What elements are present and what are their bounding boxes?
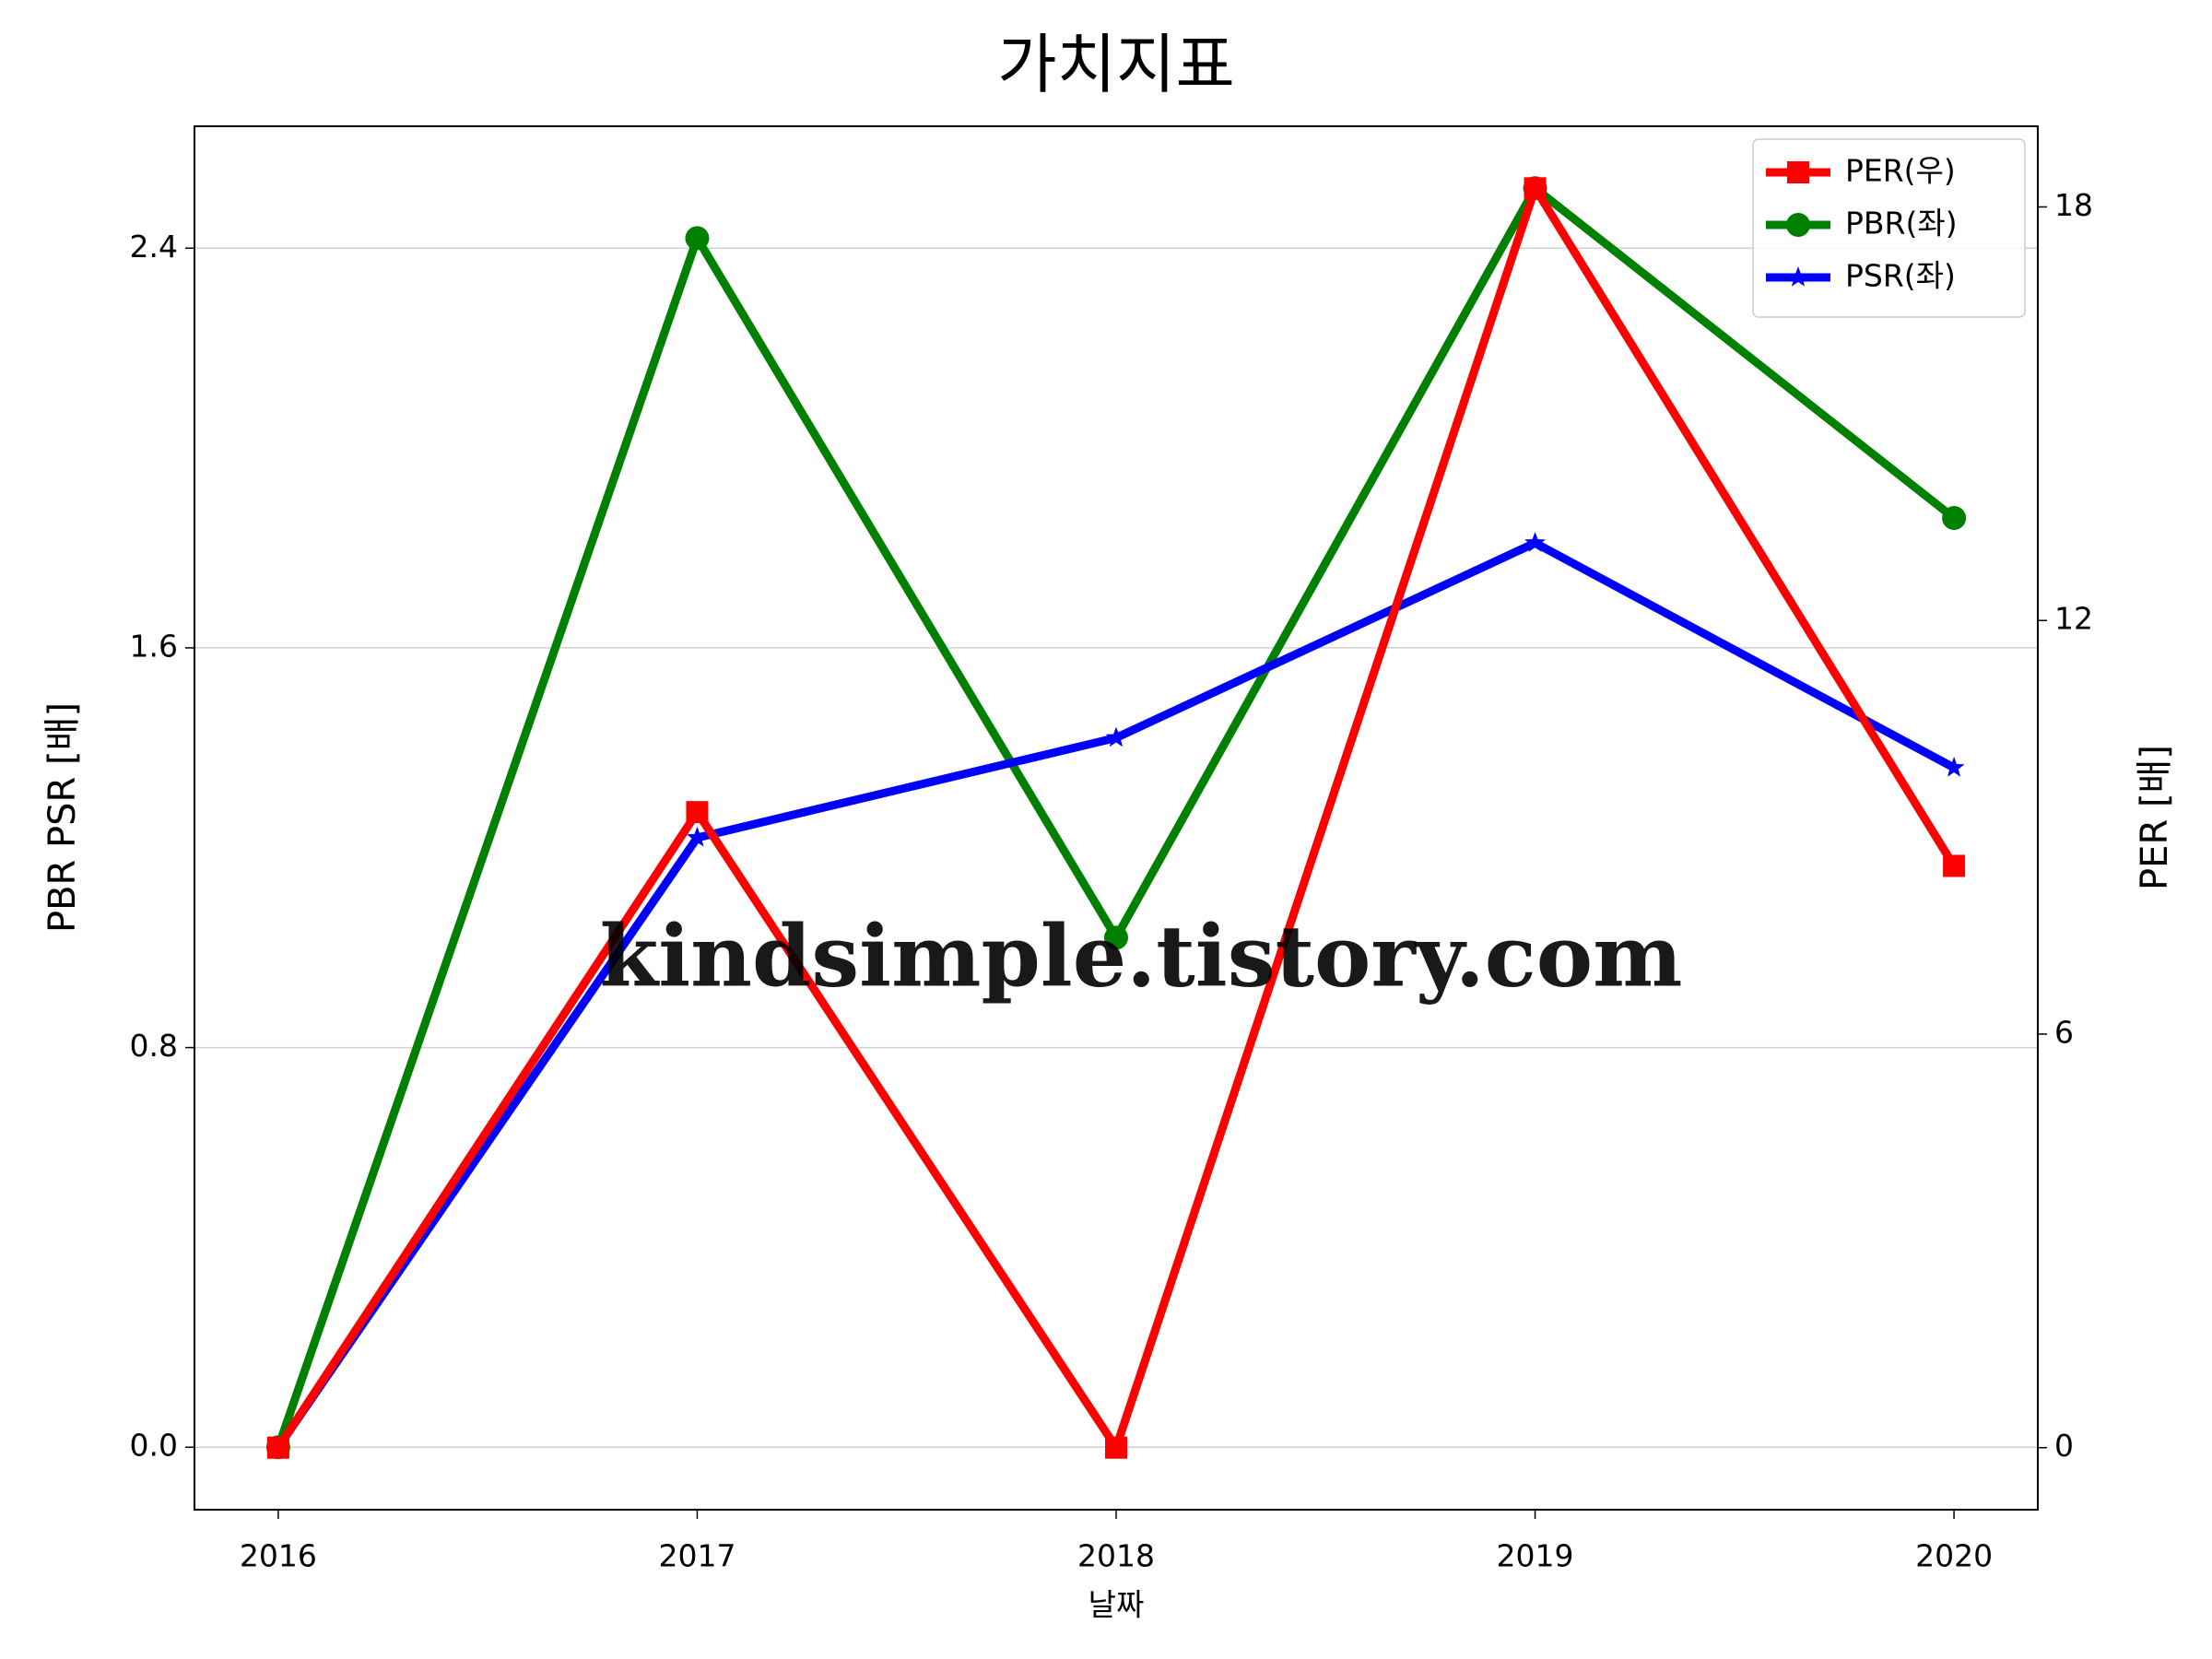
legend: PER(우) PBR(좌) PSR(좌) [1752,138,2026,318]
y-tick-label: 2.4 [130,229,178,265]
marker [1105,726,1127,747]
x-axis-label: 날짜 [1088,1587,1145,1623]
marker [1942,505,1967,530]
marker [1105,1436,1127,1459]
x-tick-label: 2020 [1915,1538,1993,1574]
marker [687,826,708,847]
marker [1524,532,1546,552]
marker [266,1436,289,1459]
legend-box [1752,138,2026,318]
y2-tick-label: 18 [2054,187,2093,223]
y2-tick-label: 0 [2054,1428,2074,1464]
marker [1943,854,1966,877]
marker [686,801,709,824]
legend-marker [1786,213,1810,237]
plot-frame [194,125,2039,1511]
legend-marker [1787,266,1809,287]
x-tick-label: 2017 [658,1538,735,1574]
marker [685,226,710,251]
x-tick-label: 2016 [240,1538,317,1574]
x-tick-label: 2018 [1077,1538,1155,1574]
legend-label: PSR(좌) [1845,258,1956,294]
legend-marker [1787,161,1809,183]
y-tick-label: 1.6 [130,628,178,664]
chart-title: 가치지표 [997,27,1235,102]
legend-label: PBR(좌) [1845,206,1958,241]
y-tick-label: 0.8 [130,1028,178,1064]
x-tick-label: 2019 [1497,1538,1574,1574]
y-axis-label: PBR PSR [배] [41,702,84,933]
y-tick-label: 0.0 [130,1428,178,1464]
legend-label: PER(우) [1845,153,1956,189]
marker [1943,757,1965,777]
marker [1104,925,1128,950]
y2-tick-label: 12 [2054,601,2093,637]
y2-axis-label: PER [배] [2134,745,2176,890]
y2-tick-label: 6 [2054,1014,2074,1050]
marker [1524,177,1547,200]
watermark: kindsimple.tistory.com [599,907,1682,1006]
